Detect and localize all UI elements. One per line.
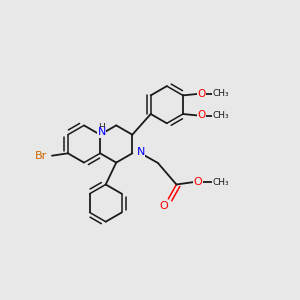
Text: N: N: [136, 147, 145, 157]
Text: O: O: [197, 89, 206, 99]
Text: O: O: [159, 201, 168, 211]
Text: CH₃: CH₃: [213, 89, 229, 98]
Text: N: N: [98, 127, 106, 137]
Text: Br: Br: [35, 151, 47, 161]
Text: H: H: [98, 123, 105, 132]
Text: O: O: [197, 110, 206, 121]
Text: CH₃: CH₃: [212, 178, 229, 187]
Text: CH₃: CH₃: [213, 111, 229, 120]
Text: O: O: [194, 177, 202, 187]
